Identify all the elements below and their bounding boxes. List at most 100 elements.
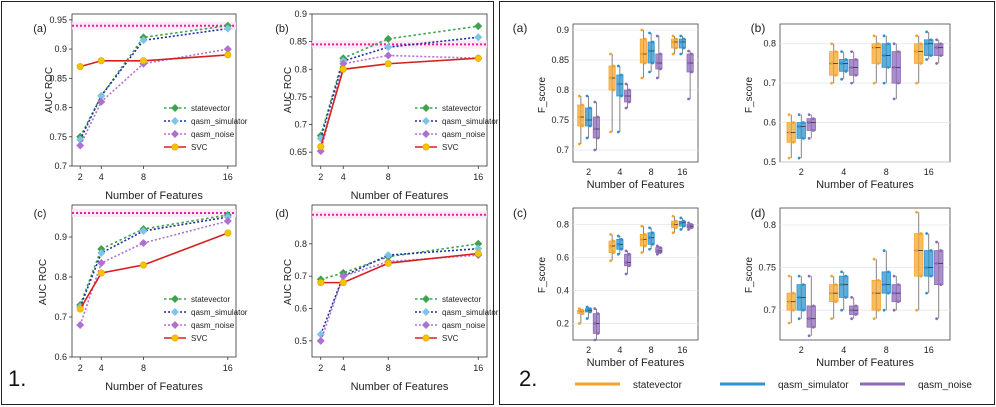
fig1-b-xtick-label: 2	[318, 172, 323, 182]
fig1-d-ytick-label: 0.7	[294, 271, 307, 281]
fig2-legend-label-qasm_noise: qasm_noise	[918, 380, 972, 391]
fig2-c-box-statevector	[639, 233, 647, 247]
fig2-a-point-qasm_noise	[593, 148, 597, 152]
fig1-d-series-SVC	[320, 252, 479, 284]
fig2-a-point-qasm_noise	[655, 34, 659, 38]
fig1-c-ytick-label: 0.8	[54, 272, 67, 282]
fig1-b-ytick-label: 0.8	[294, 64, 307, 74]
fig2-c-point-qasm_simulator	[585, 308, 589, 312]
fig2-legend-label-statevector: statevector	[633, 380, 683, 391]
fig2-d-point-statevector	[787, 274, 791, 278]
fig2-b-ylabel: F_score	[744, 77, 755, 114]
fig2-c-point-qasm_simulator	[682, 224, 686, 228]
fig2-c-point-qasm_simulator	[648, 226, 651, 230]
fig2-d-box-statevector	[871, 279, 881, 311]
figure-2-label: 2.	[519, 366, 538, 391]
fig2-a-point-statevector	[640, 28, 644, 32]
fig2-a-point-qasm_simulator	[679, 52, 683, 56]
fig2-a-xtick-label: 2	[586, 167, 591, 177]
fig2-c-point-qasm_noise	[687, 228, 690, 231]
fig2-d-xtick-label: 8	[884, 345, 889, 355]
fig2-b-point-statevector	[915, 81, 919, 85]
fig1-b-legend-marker-SVC	[422, 143, 430, 151]
fig2-b-ytick-label: 0.8	[763, 39, 776, 49]
fig2-a-point-qasm_noise	[627, 88, 631, 92]
fig2-b-point-qasm_noise	[850, 50, 854, 53]
fig2-b-box-statevector	[914, 43, 924, 64]
fig2-d-point-statevector	[919, 274, 923, 278]
fig2-d-point-qasm_noise	[854, 313, 858, 316]
fig2-d-point-qasm_noise	[935, 261, 939, 265]
fig2-c-point-qasm_noise	[596, 312, 600, 315]
fig2-b-point-statevector	[919, 42, 923, 46]
fig2-a-point-qasm_noise	[593, 127, 597, 131]
fig1-b-legend-label-qasm_simulator: qasm_simulator	[442, 117, 499, 126]
fig1-a-legend-label-SVC: SVC	[191, 143, 208, 152]
fig2-c-point-qasm_noise	[655, 244, 659, 248]
fig1-a-point-qasm_noise	[223, 45, 232, 54]
fig2-d-point-statevector	[787, 300, 791, 304]
fig2-d-point-qasm_simulator	[886, 270, 890, 274]
fig1-c-panel-tag: (c)	[34, 208, 47, 220]
fig2-b-point-qasm_simulator	[840, 62, 844, 65]
fig1-b-point-SVC	[384, 60, 392, 68]
fig2-c-point-qasm_simulator	[585, 305, 589, 309]
fig2-d-point-statevector	[915, 249, 919, 252]
fig2-c-point-statevector	[671, 214, 675, 218]
fig2-a-point-qasm_simulator	[620, 94, 623, 98]
fig1-d-panel-tag: (d)	[275, 208, 288, 220]
fig2-a-panel-tag: (a)	[513, 21, 528, 35]
fig2-c-point-statevector	[643, 244, 647, 248]
fig1-b-reference-band	[312, 40, 487, 49]
fig1-b-ytick-label: 0.85	[289, 37, 307, 47]
fig2-d-point-qasm_simulator	[925, 266, 929, 270]
fig2-d-point-qasm_noise	[850, 317, 854, 321]
fig2-d-point-qasm_simulator	[929, 274, 933, 278]
fig2-a-point-statevector	[577, 94, 581, 98]
fig1-c-legend-label-statevector: statevector	[191, 295, 230, 304]
fig2-c-xtick-label: 8	[649, 345, 654, 355]
fig2-a-point-qasm_noise	[690, 52, 694, 56]
fig1-a-series-statevector	[79, 24, 228, 138]
fig1-b-ytick-label: 0.75	[289, 92, 307, 102]
fig2-b-point-qasm_simulator	[801, 136, 805, 140]
fig2-d-xlabel: Number of Features	[816, 357, 914, 369]
fig2-a-box-qasm_simulator	[678, 38, 686, 49]
fig2-d-point-qasm_noise	[807, 317, 811, 321]
fig1-c-point-SVC	[139, 261, 147, 269]
fig2-a-ytick-label: 0.7	[556, 145, 569, 155]
fig2-d-point-statevector	[876, 308, 880, 312]
fig2-d-point-qasm_simulator	[882, 249, 886, 252]
fig2-d-point-statevector	[834, 300, 838, 304]
fig2-b-point-statevector	[872, 46, 876, 50]
fig1-b-legend-marker-statevector	[422, 104, 430, 112]
fig2-a-point-qasm_simulator	[620, 73, 623, 77]
fig2-a-point-qasm_simulator	[616, 82, 620, 86]
fig2-c-point-statevector	[609, 259, 612, 263]
fig2-c-point-statevector	[640, 237, 644, 241]
fig1-c-point-qasm_noise	[139, 239, 148, 247]
fig2-d-point-qasm_noise	[935, 317, 939, 321]
fig2-b-point-qasm_simulator	[925, 42, 929, 46]
fig2-a-box-qasm_simulator	[616, 74, 624, 97]
fig2-a-point-statevector	[609, 130, 612, 134]
fig1-a-legend-label-statevector: statevector	[191, 104, 230, 113]
fig2-c-ytick-label: 0.2	[556, 319, 569, 329]
fig1-b-xtick-label: 16	[473, 172, 483, 182]
fig1-b-xlabel: Number of Features	[351, 190, 449, 202]
fig2-a-box-statevector	[577, 104, 585, 127]
fig1-b-xtick-label: 8	[386, 172, 391, 182]
fig1-a-point-qasm_simulator	[139, 36, 148, 45]
fig2-d-ytick-label: 0.8	[763, 220, 776, 230]
fig1-c-point-qasm_noise	[223, 217, 232, 225]
fig2-d-ytick-label: 0.7	[763, 305, 776, 315]
fig2-b-point-qasm_noise	[807, 136, 811, 140]
fig2-b-point-statevector	[791, 140, 795, 144]
fig1-d-xtick-label: 16	[473, 363, 483, 373]
fig1-d-series-statevector	[320, 243, 479, 281]
fig1-d-point-SVC	[339, 279, 347, 287]
fig2-a-point-statevector	[640, 52, 644, 56]
fig1-b-point-SVC	[317, 143, 325, 151]
fig2-b-xtick-label: 2	[799, 167, 804, 177]
fig2-c-ytick-label: 0.4	[556, 286, 569, 296]
